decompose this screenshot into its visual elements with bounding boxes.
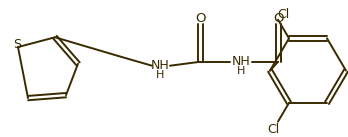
Text: NH: NH xyxy=(151,59,169,72)
Text: Cl: Cl xyxy=(277,8,289,21)
Text: H: H xyxy=(237,66,245,76)
Text: Cl: Cl xyxy=(267,123,279,136)
Text: S: S xyxy=(13,38,21,51)
Text: O: O xyxy=(273,12,283,25)
Text: H: H xyxy=(156,70,164,80)
Text: O: O xyxy=(195,12,205,25)
Text: NH: NH xyxy=(232,55,250,68)
